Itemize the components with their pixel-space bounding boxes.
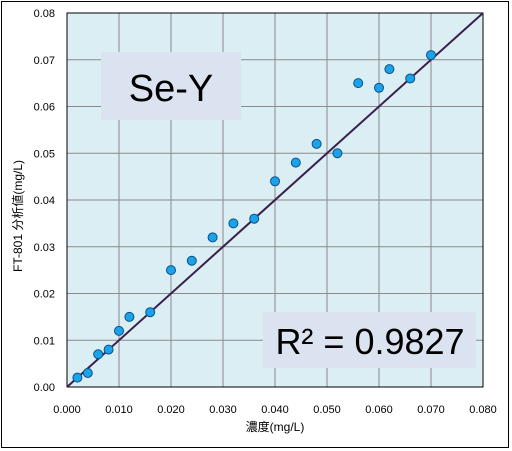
- data-point: [290, 157, 301, 168]
- x-tick-label: 0.060: [365, 404, 393, 416]
- data-point: [166, 265, 176, 276]
- data-point: [103, 344, 114, 355]
- y-tick-label: 0.06: [34, 102, 55, 114]
- data-point: [207, 232, 218, 243]
- x-axis-label: 濃度(mg/L): [246, 419, 305, 434]
- data-point: [72, 372, 83, 383]
- data-point: [228, 218, 239, 229]
- data-point: [405, 73, 416, 84]
- data-point: [270, 176, 280, 187]
- x-tick-label: 0.030: [209, 404, 237, 416]
- y-tick-label: 0.07: [34, 55, 55, 67]
- data-point: [93, 349, 104, 360]
- y-tick-label: 0.01: [34, 335, 55, 347]
- x-tick-label: 0.000: [53, 404, 81, 416]
- y-tick-label: 0.08: [34, 8, 55, 20]
- x-tick-label: 0.020: [157, 404, 185, 416]
- data-point: [249, 213, 260, 224]
- y-axis-label: FT-801 分析値(mg/L): [10, 160, 25, 272]
- data-point: [374, 82, 384, 93]
- x-tick-label: 0.080: [469, 404, 497, 416]
- data-point: [186, 255, 197, 266]
- data-points: [72, 50, 436, 383]
- data-point: [384, 64, 395, 75]
- x-tick-label: 0.040: [261, 404, 289, 416]
- y-tick-label: 0.03: [34, 242, 55, 254]
- data-point: [426, 50, 436, 61]
- y-tick-label: 0.02: [34, 289, 55, 301]
- y-tick-label: 0.05: [34, 148, 55, 160]
- data-point: [332, 148, 343, 159]
- x-tick-label: 0.050: [313, 404, 341, 416]
- y-tick-label: 0.00: [34, 382, 55, 394]
- y-tick-label: 0.04: [34, 195, 55, 207]
- data-point: [124, 311, 135, 322]
- x-tick-label: 0.010: [105, 404, 133, 416]
- annotation-box: [263, 312, 476, 368]
- x-axis-ticks: 0.000 0.010 0.020 0.030 0.040 0.050 0.060 0.070…: [53, 404, 497, 416]
- plot-border: [66, 12, 484, 388]
- title-box: [101, 52, 241, 120]
- data-point: [353, 78, 364, 89]
- data-point: [82, 367, 93, 378]
- data-point: [145, 307, 156, 318]
- data-point: [114, 325, 124, 336]
- data-point: [311, 138, 322, 149]
- y-axis-ticks: 0.00 0.01 0.02 0.03 0.04 0.05 0.06 0.07 0.08: [34, 8, 55, 394]
- x-tick-label: 0.070: [417, 404, 445, 416]
- chart-title: Se-Y: [129, 68, 213, 110]
- r-squared-annotation: R² = 0.9827: [275, 321, 464, 362]
